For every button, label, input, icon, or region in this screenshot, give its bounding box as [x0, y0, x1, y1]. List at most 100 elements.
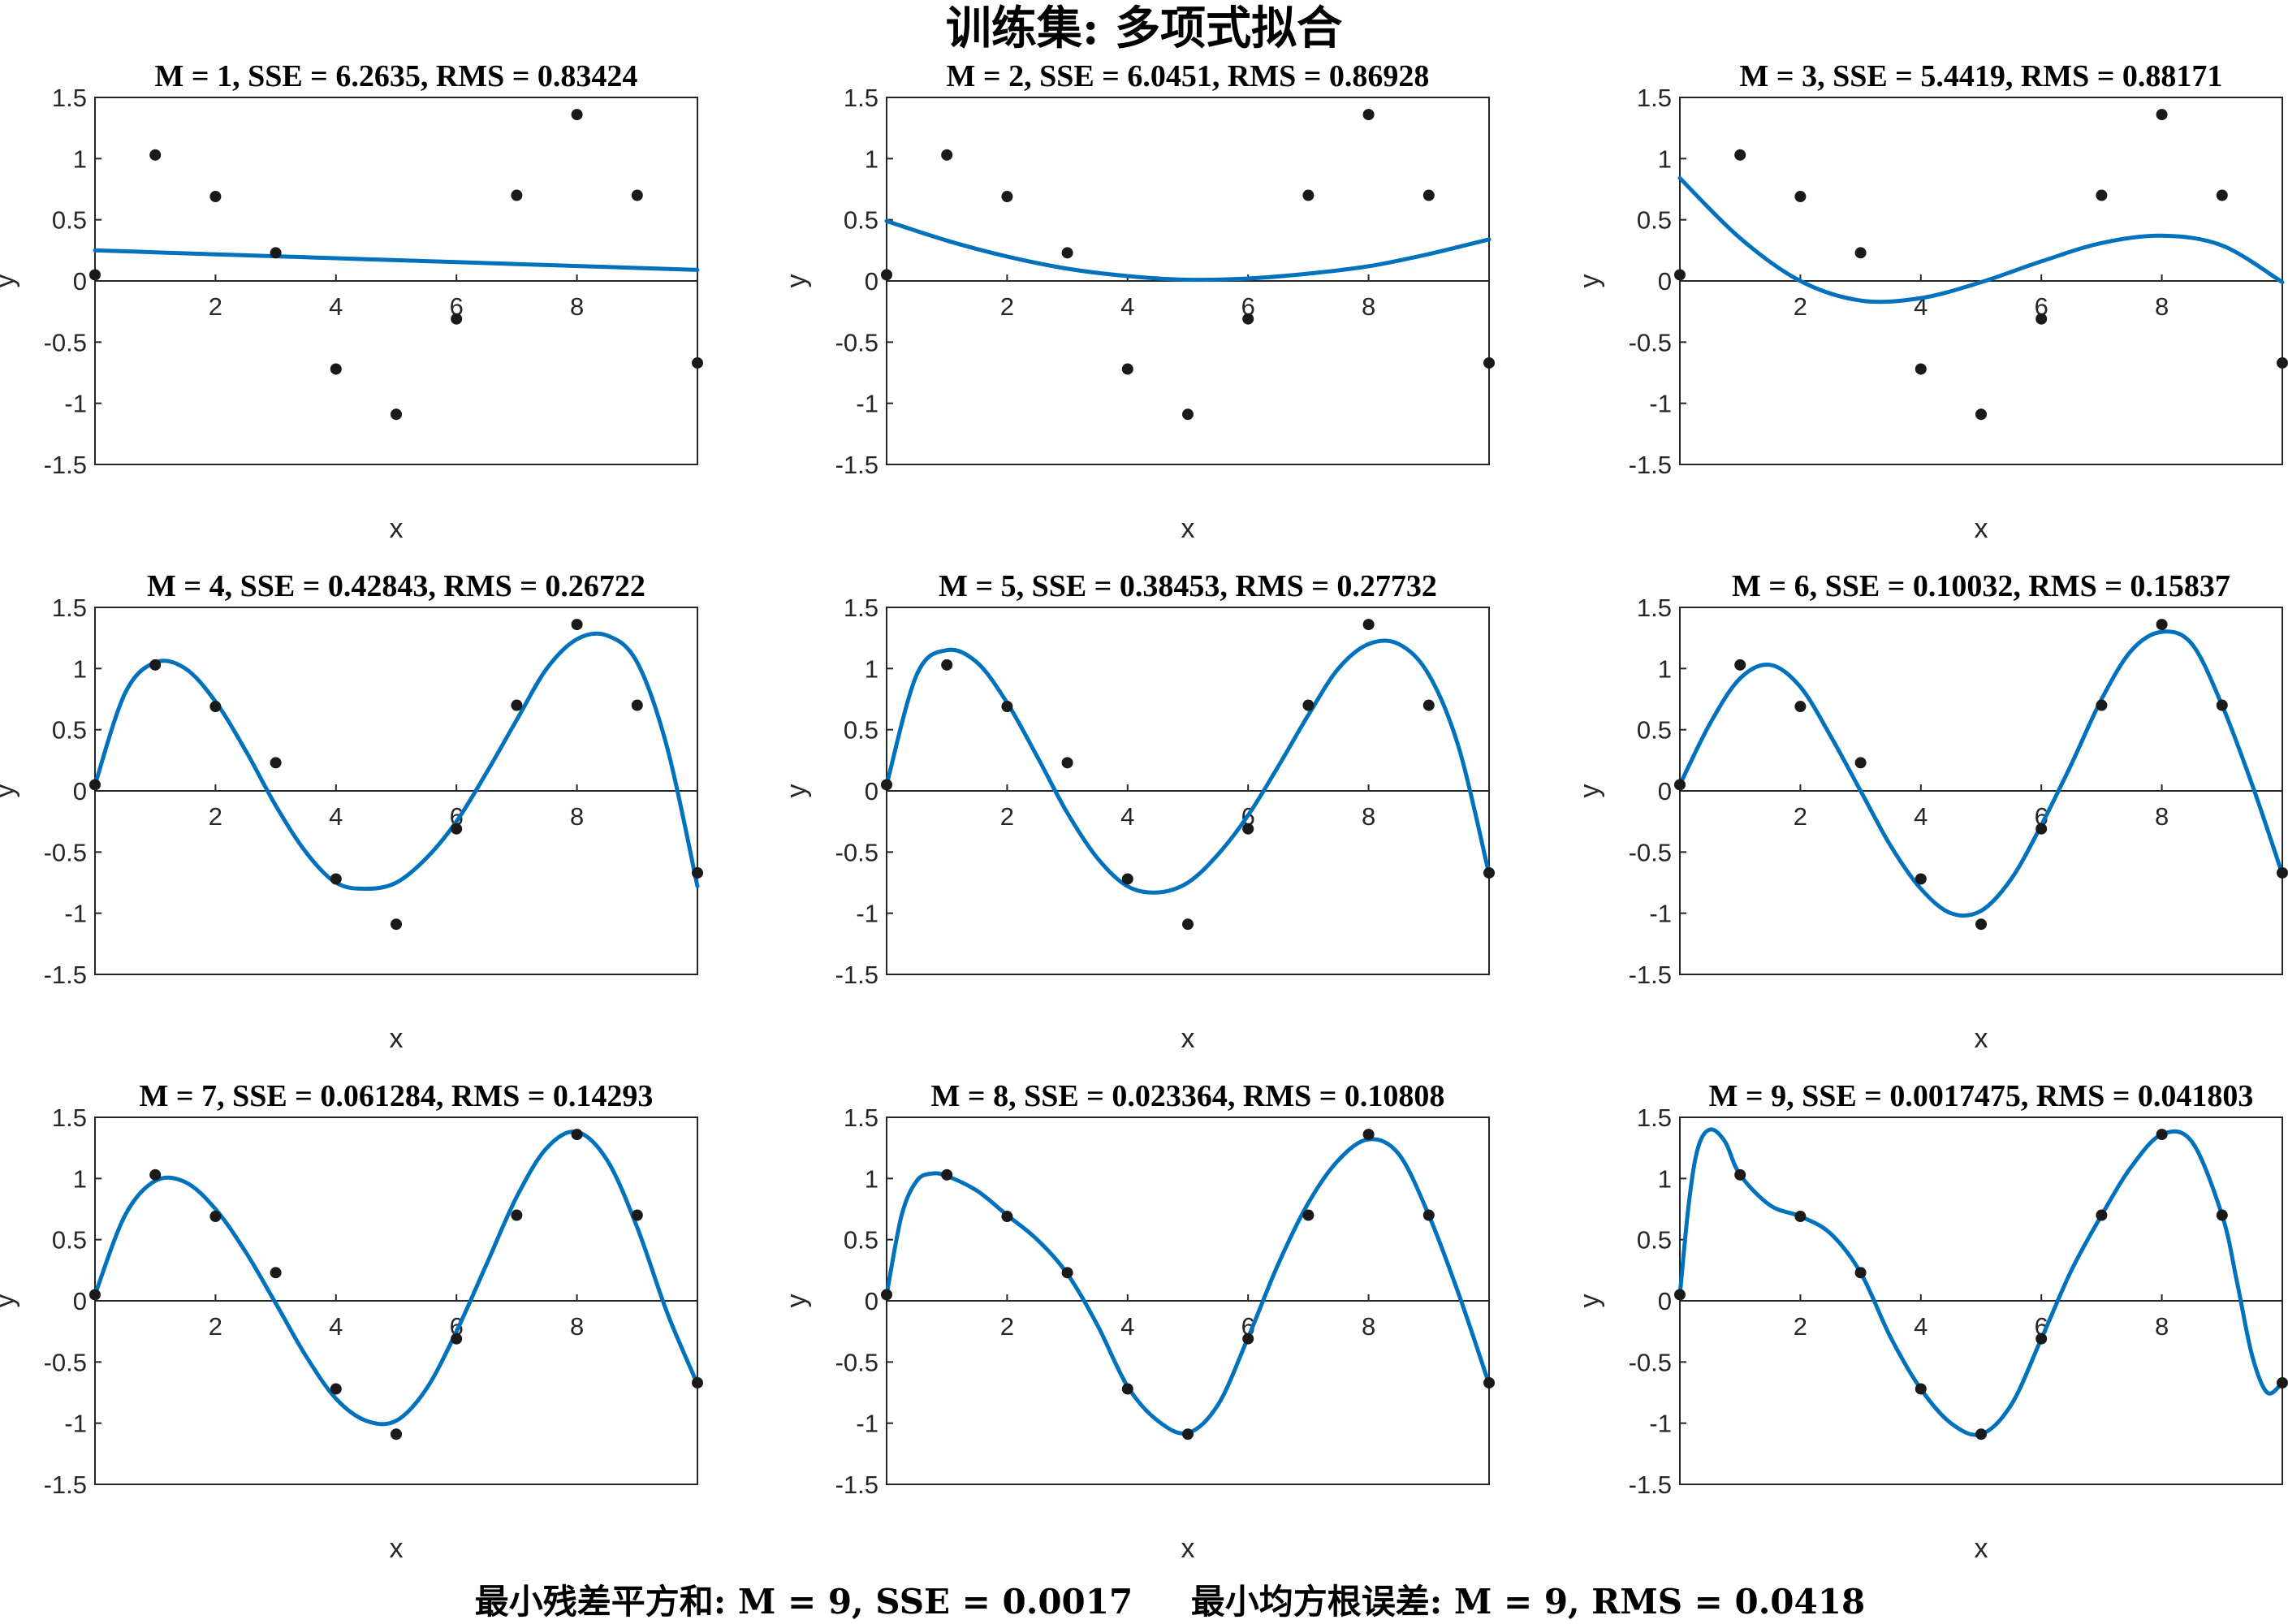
y-tick-label: 0.5 — [844, 206, 879, 235]
data-point — [2216, 1209, 2228, 1221]
x-tick-label: 6 — [450, 292, 464, 321]
x-axis-label: x — [1975, 1533, 1988, 1564]
x-tick-label: 8 — [570, 802, 584, 831]
data-point — [1915, 873, 1927, 885]
data-point — [631, 189, 643, 201]
fit-curve — [93, 631, 700, 891]
y-tick-label: 1.5 — [844, 1104, 879, 1132]
data-point — [1422, 189, 1435, 201]
y-axis-label: y — [0, 1294, 20, 1308]
y-tick-label: 0 — [865, 777, 879, 806]
x-axis-label: x — [1181, 1023, 1195, 1054]
y-axis-label: y — [0, 274, 20, 288]
y-tick-label: -0.5 — [44, 838, 87, 866]
data-point — [571, 109, 583, 121]
y-tick-label: 1 — [865, 654, 879, 683]
y-tick-label: 0.5 — [844, 716, 879, 745]
x-axis-label: x — [390, 1533, 404, 1564]
x-tick-label: 6 — [1241, 292, 1255, 321]
data-point — [209, 191, 222, 203]
x-tick-label: 8 — [570, 1312, 584, 1341]
data-point — [330, 363, 342, 375]
x-tick-label: 4 — [1120, 802, 1134, 831]
data-point — [1794, 701, 1807, 713]
x-axis-label: x — [1975, 1023, 1988, 1054]
data-point — [1061, 1267, 1073, 1279]
data-point — [1794, 1211, 1807, 1223]
data-point — [511, 699, 523, 711]
data-point — [692, 866, 703, 879]
y-axis-label: y — [1574, 784, 1605, 798]
y-tick-label: -0.5 — [835, 1348, 879, 1376]
data-point — [89, 779, 101, 791]
y-tick-label: 1.5 — [52, 84, 87, 112]
data-point — [571, 619, 583, 631]
data-point — [941, 1168, 953, 1181]
data-point — [1734, 149, 1746, 161]
data-point — [149, 149, 162, 161]
data-point — [941, 659, 953, 671]
y-tick-label: -0.5 — [44, 1348, 87, 1376]
y-tick-label: -1.5 — [835, 451, 879, 479]
x-axis-label: x — [390, 1023, 404, 1054]
data-point — [1975, 1428, 1987, 1440]
data-point — [270, 757, 282, 769]
data-point — [2216, 189, 2228, 201]
y-tick-label: -0.5 — [44, 328, 87, 356]
data-point — [1302, 699, 1315, 711]
subplot-m2: M = 2, SSE = 6.0451, RMS = 0.86928 1.5 1 0.… — [781, 59, 1495, 544]
data-point — [1854, 247, 1867, 259]
subplot-m9: M = 9, SSE = 0.0017475, RMS = 0.041803 1.… — [1574, 1079, 2288, 1564]
y-axis-label: y — [781, 1294, 812, 1308]
x-tick-label: 8 — [2155, 1312, 2169, 1341]
data-point — [1854, 757, 1867, 769]
data-point — [692, 1376, 703, 1389]
y-axis-label: y — [0, 784, 20, 798]
data-point — [631, 699, 643, 711]
x-tick-label: 8 — [570, 292, 584, 321]
y-tick-label: 1 — [73, 1164, 87, 1193]
fit-curve — [884, 638, 1492, 895]
data-point — [149, 1168, 162, 1181]
data-point — [1854, 1267, 1867, 1279]
y-tick-label: 0.5 — [52, 716, 87, 745]
x-tick-label: 2 — [1794, 292, 1807, 321]
data-point — [1302, 1209, 1315, 1221]
y-tick-label: -0.5 — [1629, 328, 1672, 356]
y-tick-label: 1.5 — [52, 1104, 87, 1132]
subplot-title: M = 2, SSE = 6.0451, RMS = 0.86928 — [947, 59, 1430, 93]
subplot-m1: M = 1, SSE = 6.2635, RMS = 0.83424 1.5 1 0.… — [0, 59, 703, 544]
y-tick-label: -1.5 — [44, 961, 87, 989]
data-point — [330, 873, 342, 885]
x-axis-label: x — [390, 513, 404, 544]
data-point — [1061, 757, 1073, 769]
y-tick-label: 0.5 — [1637, 716, 1672, 745]
y-tick-label: -1 — [1649, 900, 1672, 928]
y-tick-label: -1 — [856, 900, 879, 928]
x-tick-label: 4 — [1120, 292, 1134, 321]
x-tick-label: 2 — [1794, 1312, 1807, 1341]
y-tick-label: 0.5 — [52, 1226, 87, 1255]
x-tick-label: 8 — [2155, 292, 2169, 321]
data-point — [2156, 109, 2168, 121]
data-point — [1483, 356, 1495, 369]
data-point — [1182, 1428, 1194, 1440]
data-point — [451, 313, 463, 325]
y-tick-label: 0.5 — [1637, 206, 1672, 235]
y-tick-label: -1 — [64, 900, 87, 928]
data-point — [209, 701, 222, 713]
y-tick-label: 0 — [73, 777, 87, 806]
x-tick-label: 2 — [209, 1312, 222, 1341]
data-point — [1734, 1168, 1746, 1181]
y-tick-label: -0.5 — [835, 838, 879, 866]
data-point — [2035, 823, 2048, 835]
subplot-m4: M = 4, SSE = 0.42843, RMS = 0.26722 1.5 1 0… — [0, 569, 703, 1054]
data-point — [1001, 1211, 1013, 1223]
y-tick-label: 1.5 — [1637, 1104, 1672, 1132]
subplot-grid: M = 1, SSE = 6.2635, RMS = 0.83424 1.5 1 0.… — [0, 59, 2288, 1564]
y-tick-label: 1 — [73, 654, 87, 683]
subplot-title: M = 6, SSE = 0.10032, RMS = 0.15837 — [1732, 569, 2230, 603]
data-point — [1302, 189, 1315, 201]
y-tick-label: 1 — [1658, 1164, 1672, 1193]
y-tick-label: 0.5 — [1637, 1226, 1672, 1255]
